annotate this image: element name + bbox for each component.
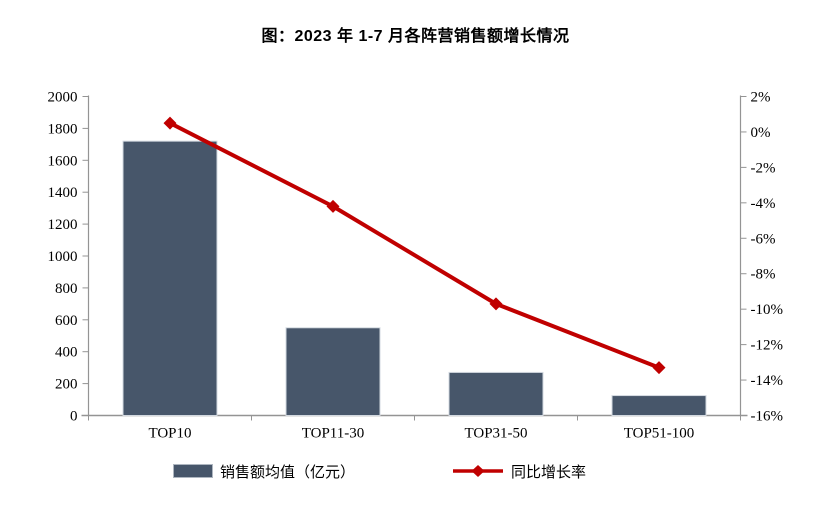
axis-tick-label: 1000 [48,249,78,265]
legend-bar-swatch-icon [173,464,213,478]
bar-TOP10 [122,140,218,416]
right-axis: 2% 0% -2% -4% -6% -8% -10% -12% -14% -16% [739,90,784,425]
category-label: TOP51-100 [624,426,695,442]
category-label: TOP11-30 [302,426,365,442]
category-label: TOP31-50 [464,426,527,442]
axis-tick-label: -6% [751,231,776,247]
axis-tick-label: 2000 [48,90,78,106]
axis-tick-label: -16% [751,409,784,425]
axis-tick-label: 800 [55,281,78,297]
legend-line-label: 同比增长率 [511,463,587,481]
axis-tick-label: -14% [751,373,784,389]
legend-line-swatch-icon [453,465,503,477]
axis-tick-label: 1200 [48,217,78,233]
chart-title: 图：2023 年 1-7 月各阵营销售额增长情况 [261,28,570,45]
axis-tick-label: 1400 [48,185,78,201]
bar-TOP11-30 [285,327,381,416]
axis-tick-label: -4% [751,196,776,212]
legend-item-bar: 销售额均值（亿元） [173,461,355,481]
line-marker-TOP51-100 [652,361,666,375]
bar-series [122,140,707,416]
axis-tick-label: 0 [70,409,78,425]
line-marker-TOP31-50 [489,297,503,311]
x-axis: TOP10 TOP11-30 TOP31-50 TOP51-100 [81,414,748,442]
axis-tick-label: 1600 [48,153,78,169]
axis-tick-label: 2% [751,90,771,106]
axis-tick-label: 400 [55,345,78,361]
axis-tick-label: -2% [751,160,776,176]
bar-TOP31-50 [448,371,544,416]
bar-TOP51-100 [611,395,707,416]
legend-item-line: 同比增长率 [452,461,586,481]
axis-tick-label: 600 [55,313,78,329]
axis-tick-label: -8% [751,267,776,283]
axis-tick-label: 200 [55,377,78,393]
category-label: TOP10 [148,426,191,442]
axis-tick-label: 0% [751,125,771,141]
line-series [163,116,666,375]
axis-tick-label: 1800 [48,121,78,137]
line-marker-TOP11-30 [326,199,340,213]
axis-tick-label: -10% [751,302,784,318]
line-marker-TOP10 [163,116,177,130]
axis-tick-label: -12% [751,338,784,354]
legend-bar-label: 销售额均值（亿元） [220,463,356,481]
